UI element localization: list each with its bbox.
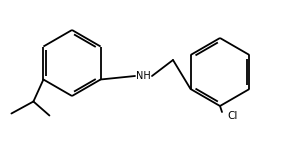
- Text: NH: NH: [136, 71, 150, 81]
- Text: Cl: Cl: [227, 111, 237, 121]
